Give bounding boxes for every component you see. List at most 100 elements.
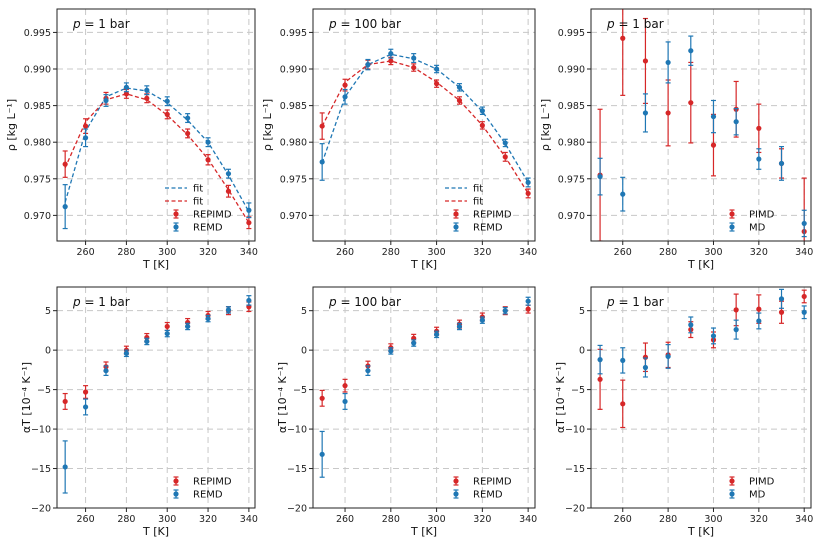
- data-point: [710, 333, 717, 339]
- y-tick-label: −15: [287, 464, 307, 475]
- legend-entry: REPIMD: [453, 476, 512, 488]
- legend-entry: REMD: [173, 489, 223, 501]
- data-point: [433, 66, 440, 72]
- data-point: [756, 306, 762, 312]
- x-tick-label: 300: [704, 247, 722, 258]
- data-point: [778, 296, 785, 302]
- data-point: [525, 306, 531, 312]
- data-point: [342, 383, 348, 389]
- data-point: [456, 323, 463, 330]
- data-point: [665, 59, 671, 66]
- x-tick-label: 260: [336, 247, 354, 258]
- data-point: [756, 156, 762, 162]
- data-point: [164, 323, 170, 330]
- x-tick-label: 280: [659, 247, 677, 258]
- legend-entry: MD: [729, 222, 766, 234]
- y-tick-label: 5: [45, 306, 51, 317]
- y-tick-label: 0: [45, 346, 51, 357]
- data-point: [319, 451, 325, 457]
- x-axis-label: T [K]: [142, 258, 169, 271]
- data-point: [62, 398, 68, 405]
- panel-4: 260 280 300 320 340 −20 −15 −10 −5 0 5 T [K] αT [10⁻…: [20, 286, 258, 538]
- y-tick-label: 0.995: [558, 28, 585, 39]
- legend-label: REMD: [193, 490, 223, 501]
- panel-frame: [312, 8, 536, 242]
- data-point: [620, 357, 626, 364]
- pressure-annotation: p = 1 bar: [72, 17, 130, 31]
- data-point: [411, 340, 417, 346]
- legend-entry: REPIMD: [173, 209, 232, 221]
- data-point: [733, 327, 739, 333]
- x-tick-label: 280: [117, 514, 135, 525]
- data-point: [185, 323, 191, 330]
- data-point: [456, 97, 463, 104]
- x-tick-label: 280: [659, 514, 677, 525]
- pressure-symbol: p: [606, 295, 615, 309]
- data-point: [365, 62, 371, 68]
- x-tick-label: 320: [199, 247, 217, 258]
- y-tick-label: 0.995: [280, 28, 307, 39]
- data-point: [164, 98, 170, 104]
- data-point: [502, 308, 508, 314]
- data-point: [82, 123, 89, 129]
- legend-label: fit: [473, 184, 483, 195]
- legend-entry: REPIMD: [173, 476, 232, 488]
- legend-marker: [453, 211, 459, 217]
- legend-marker: [453, 478, 459, 484]
- y-tick-label: 0.985: [558, 101, 585, 112]
- legend-entry: REPIMD: [453, 209, 512, 221]
- y-axis-label: αT [10⁻⁴ K⁻¹]: [20, 362, 33, 433]
- legend-entry: MD: [729, 489, 766, 501]
- data-point: [597, 376, 603, 382]
- data-point: [801, 293, 807, 300]
- data-point: [642, 110, 649, 116]
- legend-label: REPIMD: [473, 210, 512, 221]
- data-point: [185, 115, 191, 121]
- data-point: [642, 58, 649, 64]
- legend-marker: [453, 491, 459, 497]
- data-point: [801, 220, 807, 227]
- data-point: [665, 353, 671, 360]
- y-tick-label: 0.970: [280, 211, 307, 222]
- data-point: [710, 142, 717, 148]
- data-point: [525, 190, 531, 197]
- legend-marker: [729, 211, 735, 217]
- x-tick-label: 300: [428, 247, 446, 258]
- x-tick-label: 340: [519, 247, 537, 258]
- data-point: [642, 364, 649, 371]
- data-point: [502, 140, 508, 146]
- legend-marker: [729, 224, 735, 230]
- data-point: [62, 161, 68, 167]
- data-point: [246, 207, 252, 213]
- plot-area: [62, 82, 252, 230]
- x-axis-label: T [K]: [410, 525, 437, 538]
- y-tick-label: 5: [301, 306, 307, 317]
- pressure-value: = 100 bar: [337, 295, 401, 309]
- legend-marker: [729, 491, 735, 497]
- x-tick-label: 320: [199, 514, 217, 525]
- panel-3: 260 280 300 320 340 0.970 0.975 0.980 0.985 0.990…: [539, 8, 813, 271]
- legend-label: REPIMD: [193, 210, 232, 221]
- data-point: [123, 84, 130, 90]
- data-point: [597, 357, 603, 363]
- legend-entry: REMD: [453, 222, 503, 234]
- legend-label: PIMD: [749, 210, 775, 221]
- legend-label: REPIMD: [473, 477, 512, 488]
- legend-entry: PIMD: [729, 209, 775, 221]
- x-tick-label: 340: [240, 247, 258, 258]
- panel-5: 260 280 300 320 340 −20 −15 −10 −5 0 5 T [K] αT [10⁻…: [276, 286, 537, 538]
- legend-marker: [729, 478, 735, 484]
- data-point: [342, 82, 348, 88]
- legend-label: PIMD: [749, 477, 775, 488]
- legend-label: REPIMD: [193, 477, 232, 488]
- plot-area: [319, 48, 531, 199]
- data-point: [756, 318, 762, 324]
- data-point: [62, 204, 68, 210]
- y-tick-label: 0: [579, 346, 585, 357]
- fit-line: [64, 87, 250, 213]
- pressure-symbol: p: [328, 17, 337, 31]
- x-tick-label: 300: [158, 247, 176, 258]
- y-tick-label: −15: [565, 464, 585, 475]
- data-point: [123, 91, 130, 97]
- y-axis-label: αT [10⁻⁴ K⁻¹]: [276, 362, 289, 433]
